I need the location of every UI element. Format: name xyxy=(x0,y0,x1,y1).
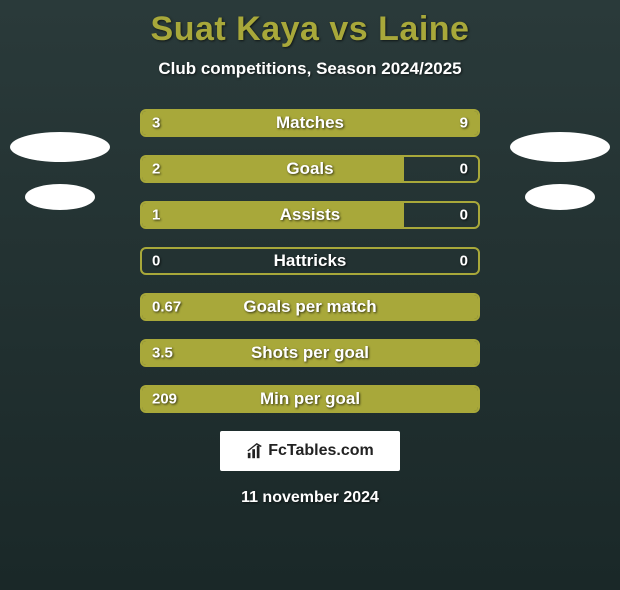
stat-value-right: 0 xyxy=(460,161,468,178)
stat-value-right: 0 xyxy=(460,253,468,270)
bar-left-fill xyxy=(142,111,219,135)
bar-left-fill xyxy=(142,157,404,181)
bar-left-fill xyxy=(142,295,478,319)
subtitle: Club competitions, Season 2024/2025 xyxy=(0,59,620,79)
bar-left-fill xyxy=(142,203,404,227)
stat-row: Assists10 xyxy=(140,201,480,229)
bar-right-fill xyxy=(219,111,478,135)
stat-label: Hattricks xyxy=(142,251,478,271)
player-avatar-left xyxy=(25,184,95,210)
bar-left-fill xyxy=(142,341,478,365)
player-avatar-right xyxy=(525,184,595,210)
stat-row: Goals20 xyxy=(140,155,480,183)
stat-row: Goals per match0.67 xyxy=(140,293,480,321)
player-avatar-left xyxy=(10,132,110,162)
bar-left-fill xyxy=(142,387,478,411)
date-label: 11 november 2024 xyxy=(0,489,620,507)
source-logo: FcTables.com xyxy=(220,431,400,471)
stat-row: Hattricks0 0 xyxy=(140,247,480,275)
stat-row: Min per goal209 xyxy=(140,385,480,413)
stat-row: Shots per goal3.5 xyxy=(140,339,480,367)
stat-value-right: 0 xyxy=(460,207,468,224)
page-title: Suat Kaya vs Laine xyxy=(0,10,620,49)
logo-text: FcTables.com xyxy=(268,442,374,460)
stat-bars: Matches39Goals20Assists10Hattricks00Goal… xyxy=(140,109,480,413)
player-avatar-right xyxy=(510,132,610,162)
chart-icon xyxy=(246,442,264,460)
stat-value-left: 0 xyxy=(152,253,160,270)
stat-row: Matches39 xyxy=(140,109,480,137)
